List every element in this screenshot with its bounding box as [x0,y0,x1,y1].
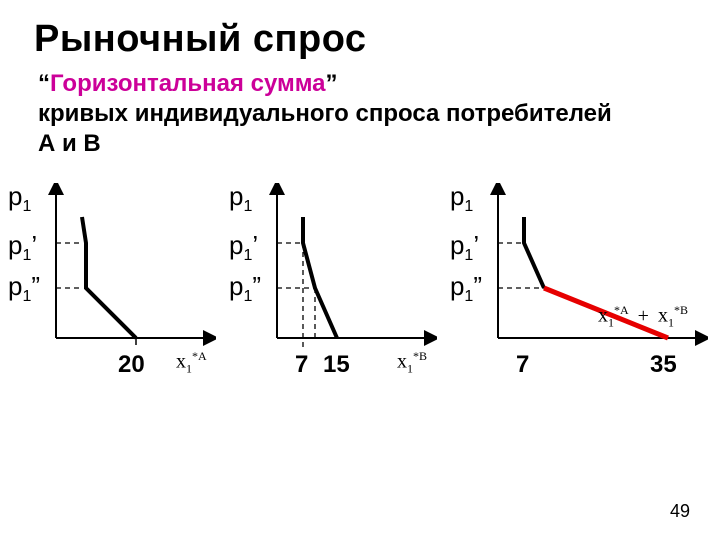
chart-a-xtick-20: 20 [118,351,145,379]
ylabel-p1-c: p1 [450,183,482,216]
ylabel-p1pp-c: p1” [450,273,482,306]
quote-close: ” [326,70,338,97]
chart-c-xtick-35: 35 [650,351,677,379]
ylabel-p1: p1 [8,183,40,216]
chart-a-xlabel: x1*A [176,349,207,377]
chart-b-xtick-7: 7 [295,351,308,379]
ylabel-p1p: p1’ [8,232,40,265]
chart-b: p1 p1’ p1” [229,183,437,353]
chart-b-ylabels: p1 p1’ p1” [229,183,261,306]
chart-b-xlabel: x1*B [397,349,427,377]
chart-a: p1 p1’ p1” [8,183,216,353]
slide-title: Рыночный спрос [34,18,692,61]
slide-subtitle: “Горизонтальная сумма” кривых индивидуал… [38,69,692,159]
ylabel-p1pp-b: p1” [229,273,261,306]
ylabel-p1p-c: p1’ [450,232,482,265]
chart-b-box: 7 15 x1*B [267,183,437,353]
chart-c-xtick-7: 7 [516,351,529,379]
chart-a-ylabels: p1 p1’ p1” [8,183,40,306]
quote-open: “ [38,70,50,97]
ylabel-p1pp: p1” [8,273,40,306]
subtitle-line2a: кривых индивидуального спроса потребител… [38,100,612,127]
ylabel-p1-b: p1 [229,183,261,216]
chart-c: p1 p1’ p1” [450,183,708,353]
charts-row: p1 p1’ p1” [28,183,692,463]
page-number: 49 [670,501,690,522]
chart-a-box: 20 x1*A [46,183,216,353]
ylabel-p1p-b: p1’ [229,232,261,265]
subtitle-highlight: Горизонтальная сумма [50,70,326,97]
chart-c-xlabel: x1*A + x1*B [598,303,688,331]
chart-b-svg [267,183,437,353]
chart-c-ylabels: p1 p1’ p1” [450,183,482,306]
chart-a-svg [46,183,216,353]
subtitle-line2b: А и В [38,130,101,157]
chart-c-box: 7 35 x1*A + x1*B [488,183,708,353]
slide: Рыночный спрос “Горизонтальная сумма” кр… [0,0,720,540]
chart-b-xtick-15: 15 [323,351,350,379]
